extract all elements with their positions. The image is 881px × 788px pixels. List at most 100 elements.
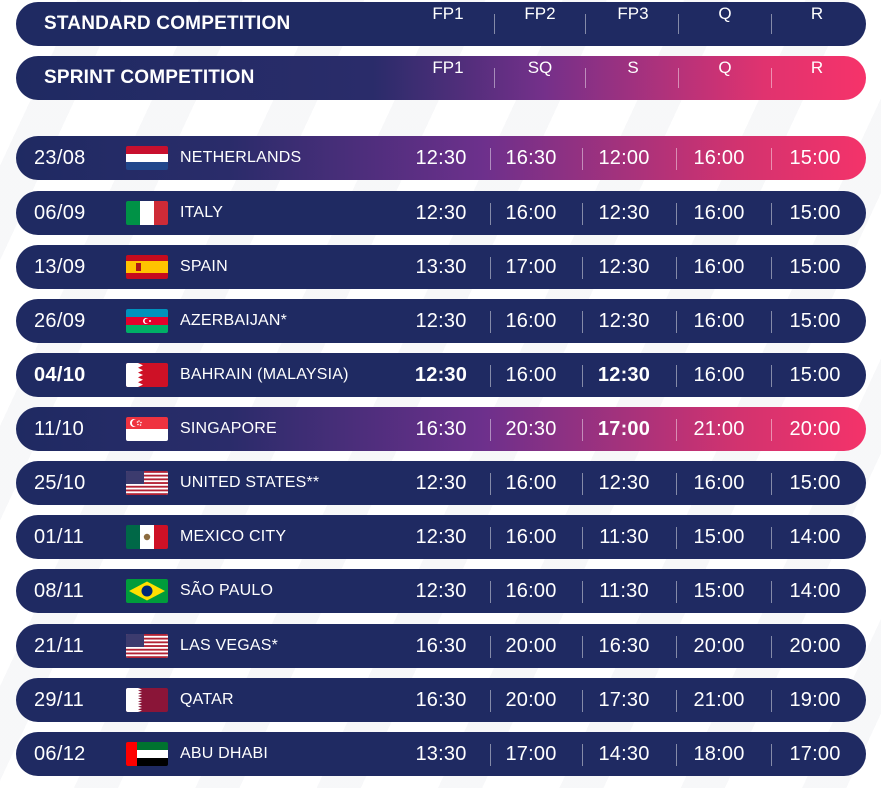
separator [490, 744, 491, 766]
azerbaijan-flag-icon [126, 309, 168, 333]
session-time: 20:00 [693, 635, 745, 657]
schedule-row: 21/11 LAS VEGAS* 16:30 20:00 16:30 20:00 20:00 [16, 624, 866, 668]
session-time: 16:00 [693, 310, 745, 332]
session-time: 21:00 [693, 689, 745, 711]
separator [582, 581, 583, 603]
country-name: NETHERLANDS [180, 149, 302, 166]
separator [582, 473, 583, 495]
separator [771, 636, 772, 658]
session-time: 15:00 [789, 147, 841, 169]
separator [771, 311, 772, 333]
schedule-row: 11/10 SINGAPORE 16:30 20:30 17:00 21:00 20:00 [16, 407, 866, 451]
session-time: 16:00 [505, 472, 557, 494]
session-time: 12:30 [415, 147, 467, 169]
separator [582, 365, 583, 387]
sprint-competition-header: SPRINT COMPETITION FP1 SQ S Q R [16, 56, 866, 100]
separator [490, 148, 491, 170]
race-date: 26/09 [34, 310, 86, 332]
session-time: 16:30 [415, 635, 467, 657]
country-name: LAS VEGAS* [180, 637, 279, 654]
sprint-session-fp1: FP1 [432, 58, 464, 77]
race-date: 06/12 [34, 743, 86, 765]
separator [771, 203, 772, 225]
schedule-row: 13/09 SPAIN 13:30 17:00 12:30 16:00 15:00 [16, 245, 866, 289]
separator [490, 311, 491, 333]
sprint-session-sq: SQ [527, 58, 553, 77]
standard-session-fp2: FP2 [524, 4, 556, 23]
session-time: 15:00 [693, 526, 745, 548]
country-name: BAHRAIN (MALAYSIA) [180, 366, 349, 383]
session-time: 14:00 [789, 526, 841, 548]
sprint-session-q: Q [718, 58, 732, 77]
standard-session-r: R [810, 4, 824, 23]
session-time: 16:00 [505, 526, 557, 548]
session-time: 16:30 [415, 689, 467, 711]
session-time: 15:00 [789, 310, 841, 332]
standard-session-fp3: FP3 [617, 4, 649, 23]
schedule-row: 08/11 SÃO PAULO 12:30 16:00 11:30 15:00 14:00 [16, 569, 866, 613]
spain-flag-icon [126, 255, 168, 279]
session-time: 17:00 [789, 743, 841, 765]
session-time: 18:00 [693, 743, 745, 765]
separator [490, 690, 491, 712]
session-time: 15:00 [789, 364, 841, 386]
separator [585, 68, 586, 88]
session-time: 15:00 [693, 580, 745, 602]
separator [582, 257, 583, 279]
session-time: 16:00 [505, 364, 557, 386]
sprint-session-s: S [627, 58, 639, 77]
session-time: 12:30 [598, 202, 650, 224]
race-date: 06/09 [34, 202, 86, 224]
standard-session-q: Q [718, 4, 732, 23]
separator [771, 14, 772, 34]
country-name: SPAIN [180, 258, 228, 275]
uae-flag-icon [126, 742, 168, 766]
session-time: 12:30 [598, 310, 650, 332]
separator [494, 68, 495, 88]
session-time: 20:00 [505, 689, 557, 711]
session-time: 15:00 [789, 472, 841, 494]
country-name: ABU DHABI [180, 745, 269, 762]
separator [582, 419, 583, 441]
session-time: 12:30 [415, 580, 467, 602]
separator [678, 14, 679, 34]
separator [490, 636, 491, 658]
country-name: SINGAPORE [180, 420, 277, 437]
standard-competition-header: STANDARD COMPETITION FP1 FP2 FP3 Q R [16, 2, 866, 46]
schedule-row: 06/09 ITALY 12:30 16:00 12:30 16:00 15:00 [16, 191, 866, 235]
separator [582, 744, 583, 766]
separator [771, 365, 772, 387]
session-time: 12:00 [598, 147, 650, 169]
separator [771, 257, 772, 279]
standard-competition-title: STANDARD COMPETITION [44, 13, 291, 34]
session-time: 16:00 [693, 256, 745, 278]
separator [490, 581, 491, 603]
usa-flag-icon [126, 471, 168, 495]
separator [676, 636, 677, 658]
separator [771, 473, 772, 495]
session-time: 12:30 [415, 526, 467, 548]
session-time: 19:00 [789, 689, 841, 711]
separator [676, 744, 677, 766]
session-time: 16:00 [505, 310, 557, 332]
race-date: 25/10 [34, 472, 86, 494]
standard-session-fp1: FP1 [432, 4, 464, 23]
separator [771, 690, 772, 712]
separator [582, 690, 583, 712]
race-date: 11/10 [34, 418, 85, 440]
schedule-row: 23/08 NETHERLANDS 12:30 16:30 12:00 16:00 15:0… [16, 136, 866, 180]
qatar-flag-icon [126, 688, 168, 712]
separator [676, 203, 677, 225]
separator [582, 636, 583, 658]
race-date: 08/11 [34, 580, 85, 602]
session-time: 12:30 [415, 472, 467, 494]
schedule-row: 04/10 BAHRAIN (MALAYSIA) 12:30 16:00 12:30 16… [16, 353, 866, 397]
schedule-row: 29/11 QATAR 16:30 20:00 17:30 21:00 19:00 [16, 678, 866, 722]
separator [676, 419, 677, 441]
italy-flag-icon [126, 201, 168, 225]
session-time: 17:00 [505, 743, 557, 765]
session-time: 20:00 [789, 635, 841, 657]
separator [582, 311, 583, 333]
race-date: 13/09 [34, 256, 86, 278]
separator [582, 527, 583, 549]
